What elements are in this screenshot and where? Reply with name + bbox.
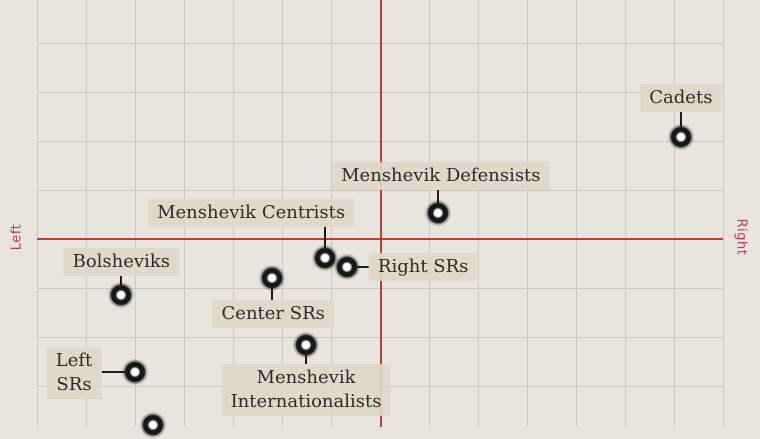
gridline-vertical — [723, 0, 724, 427]
label-center-srs: Center SRs — [212, 299, 334, 328]
leader-line-left-srs — [101, 370, 125, 373]
label-line: Center SRs — [221, 302, 325, 324]
point-menshevik-internationalists — [292, 330, 321, 359]
label-line: Bolsheviks — [72, 250, 170, 272]
leader-line-right-srs — [357, 265, 369, 268]
axis-label-left: Left — [9, 223, 25, 251]
axis-label-right: Right — [733, 218, 749, 256]
label-line: Cadets — [649, 87, 713, 109]
gridline-vertical — [576, 0, 577, 427]
gridline-vertical — [37, 0, 38, 427]
leader-line-menshevik-defensists — [436, 190, 439, 204]
zero-line-vertical — [379, 0, 382, 427]
label-cadets: Cadets — [640, 84, 722, 113]
label-menshevik-centrists: Menshevik Centrists — [148, 199, 355, 228]
point-right-srs — [333, 252, 362, 281]
leader-line-menshevik-centrists — [324, 227, 327, 249]
label-line: Left — [55, 349, 93, 371]
label-line: Menshevik Centrists — [157, 202, 346, 224]
leader-line-cadets — [679, 112, 682, 128]
gridline-vertical — [625, 0, 626, 427]
label-right-srs: Right SRs — [368, 252, 478, 281]
gridline-vertical — [135, 0, 136, 427]
point-bolsheviks — [107, 280, 136, 309]
leader-line-center-srs — [271, 287, 274, 300]
zero-line-horizontal — [37, 237, 723, 240]
label-bolsheviks: Bolsheviks — [63, 247, 179, 276]
label-left-srs: Left SRs — [46, 346, 102, 399]
point-menshevik-defensists — [423, 199, 452, 228]
gridline-vertical — [527, 0, 528, 427]
point-left-srs — [121, 357, 149, 386]
label-line: Menshevik Defensists — [341, 165, 541, 187]
leader-line-menshevik-internationalists — [305, 354, 308, 364]
political-compass-chart: Left Right Cadets Menshevik Defensists Men… — [9, 0, 749, 439]
point-cadets — [666, 123, 695, 152]
gridline-vertical — [674, 0, 675, 427]
label-line: Internationalists — [230, 390, 382, 412]
point-unlabeled-bottom — [139, 411, 168, 439]
label-menshevik-defensists: Menshevik Defensists — [332, 162, 550, 190]
leader-line-bolsheviks — [120, 275, 123, 285]
label-line: SRs — [56, 373, 92, 395]
gridline-vertical — [86, 0, 87, 427]
gridline-vertical — [478, 0, 479, 427]
point-center-srs — [258, 263, 287, 292]
label-line: Right SRs — [377, 255, 469, 277]
label-line: Menshevik — [256, 366, 356, 388]
label-menshevik-internationalists: Menshevik Internationalists — [221, 363, 391, 416]
